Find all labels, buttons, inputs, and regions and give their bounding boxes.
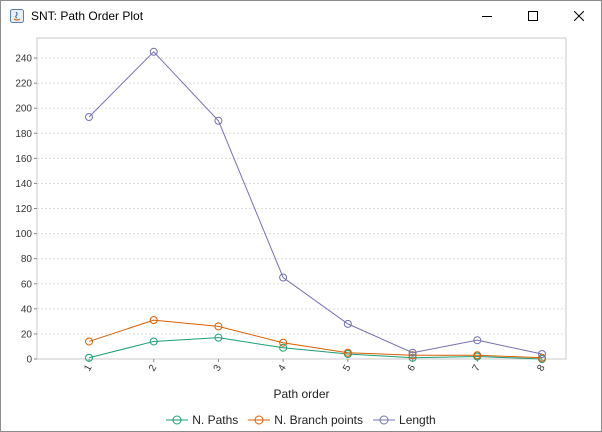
data-point — [214, 333, 223, 342]
close-button[interactable] — [556, 1, 602, 31]
minimize-icon — [482, 16, 492, 17]
y-tick-label: 200 — [15, 104, 32, 115]
close-icon — [574, 11, 584, 21]
y-tick-label: 40 — [21, 304, 33, 315]
maximize-icon — [528, 11, 538, 21]
legend-item-length: Length — [373, 413, 436, 427]
maximize-button[interactable] — [510, 1, 556, 31]
data-point — [408, 351, 417, 360]
data-point — [408, 348, 417, 357]
data-point — [85, 353, 93, 362]
line-chart: 0 20 40 60 80 100 120 140 160 180 200 220 240 1 2 3 4 5 6 7… — [15, 37, 567, 401]
y-tick-label: 140 — [15, 179, 32, 190]
x-tick-label: 4 — [276, 363, 289, 374]
legend-marker-icon — [248, 415, 271, 425]
x-tick-label: 7 — [471, 363, 484, 374]
legend-marker-icon — [166, 415, 189, 425]
series-line — [88, 337, 543, 360]
data-point — [408, 353, 417, 362]
x-tick-label: 8 — [535, 363, 548, 374]
data-point — [538, 349, 546, 358]
x-axis-title: Path order — [273, 387, 329, 401]
x-tick-label: 3 — [212, 363, 225, 374]
legend-label: Length — [399, 413, 436, 427]
chart-legend: N. Paths N. Branch points Length — [1, 411, 601, 429]
data-point — [473, 336, 482, 345]
java-app-icon — [10, 9, 24, 23]
minimize-button[interactable] — [464, 1, 510, 31]
data-point — [279, 273, 288, 282]
data-point — [85, 337, 93, 346]
data-point — [214, 116, 223, 125]
title-bar[interactable]: SNT: Path Order Plot — [1, 1, 601, 31]
series-line — [88, 319, 543, 359]
data-point — [343, 348, 352, 357]
data-point — [279, 343, 288, 352]
data-point — [343, 319, 352, 328]
x-tick-label: 1 — [82, 363, 95, 374]
y-tick-label: 0 — [26, 355, 32, 366]
x-tick-label: 2 — [147, 363, 160, 374]
legend-label: N. Branch points — [274, 413, 364, 427]
data-point — [149, 337, 158, 346]
data-point — [149, 316, 158, 325]
y-tick-label: 20 — [21, 329, 33, 340]
x-tick-label: 6 — [406, 363, 419, 374]
data-point — [214, 322, 223, 331]
plot-area — [36, 37, 567, 360]
y-tick-label: 180 — [15, 129, 32, 140]
data-point — [538, 353, 546, 362]
legend-item-n-paths: N. Paths — [166, 413, 238, 427]
data-point — [473, 351, 482, 360]
series-line — [88, 51, 543, 355]
y-tick-label: 80 — [21, 254, 33, 265]
legend-marker-icon — [373, 415, 396, 425]
window-title: SNT: Path Order Plot — [31, 9, 144, 23]
y-tick-label: 220 — [15, 79, 32, 90]
data-point — [85, 112, 93, 121]
legend-label: N. Paths — [192, 413, 239, 427]
x-tick-label: 5 — [341, 363, 354, 374]
y-tick-label: 100 — [15, 229, 32, 240]
y-tick-label: 60 — [21, 279, 33, 290]
y-tick-label: 120 — [15, 204, 32, 215]
y-tick-label: 240 — [15, 54, 32, 65]
data-point — [279, 338, 288, 347]
legend-item-n-branch-points: N. Branch points — [248, 413, 363, 427]
y-tick-label: 160 — [15, 154, 32, 165]
data-point — [149, 47, 158, 56]
